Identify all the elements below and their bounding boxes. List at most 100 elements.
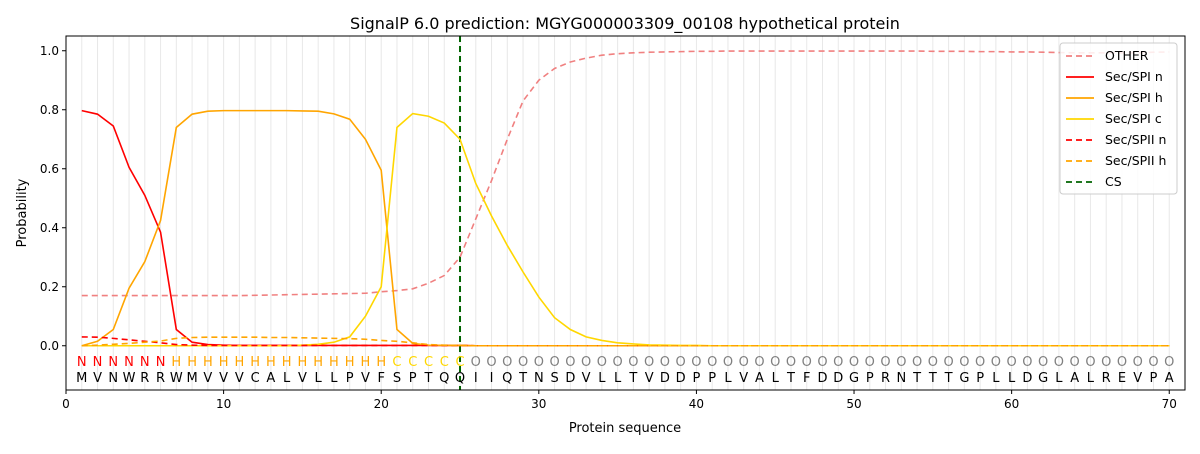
residue-label: D xyxy=(676,371,686,386)
residue-label: T xyxy=(928,371,937,386)
residue-label: M xyxy=(76,371,87,386)
residue-label: Q xyxy=(439,371,449,386)
residue-label: L xyxy=(614,371,622,386)
region-label: H xyxy=(187,355,197,370)
residue-label: L xyxy=(330,371,338,386)
residue-label: A xyxy=(1165,371,1174,386)
y-tick-label: 1.0 xyxy=(40,44,59,58)
residue-label: V xyxy=(298,371,307,386)
residue-label: V xyxy=(219,371,228,386)
region-label: O xyxy=(943,355,953,370)
residue-label: D xyxy=(833,371,843,386)
residue-label: L xyxy=(315,371,323,386)
x-axis-label: Protein sequence xyxy=(569,421,681,436)
grid-lines xyxy=(81,36,1170,390)
residue-label: C xyxy=(251,371,260,386)
residue-label: D xyxy=(565,371,575,386)
residue-label: R xyxy=(156,371,165,386)
residue-label: P xyxy=(1150,371,1158,386)
region-label: C xyxy=(440,355,449,370)
legend-label: Sec/SPII h xyxy=(1105,153,1166,168)
region-label: H xyxy=(171,355,181,370)
y-tick-label: 0.8 xyxy=(40,103,59,117)
residue-label: D xyxy=(1022,371,1032,386)
region-label: O xyxy=(817,355,827,370)
region-label: N xyxy=(77,355,87,370)
residue-label: D xyxy=(660,371,670,386)
region-label: O xyxy=(581,355,591,370)
y-tick-label: 0.2 xyxy=(40,280,59,294)
residue-label: P xyxy=(409,371,417,386)
residue-label: L xyxy=(283,371,291,386)
region-label: O xyxy=(1164,355,1174,370)
residue-label: N xyxy=(896,371,906,386)
residue-label: N xyxy=(108,371,118,386)
residue-label: L xyxy=(598,371,606,386)
region-label: N xyxy=(124,355,134,370)
region-label: O xyxy=(754,355,764,370)
legend-box xyxy=(1059,42,1178,195)
region-label: O xyxy=(991,355,1001,370)
region-label: O xyxy=(1117,355,1127,370)
region-label: H xyxy=(250,355,260,370)
region-label: O xyxy=(471,355,481,370)
region-label: O xyxy=(1133,355,1143,370)
region-label: O xyxy=(912,355,922,370)
region-label: O xyxy=(880,355,890,370)
residue-label: A xyxy=(266,371,275,386)
residue-label: T xyxy=(424,371,433,386)
residue-label: L xyxy=(1008,371,1016,386)
x-tick-label: 30 xyxy=(531,397,546,411)
residue-label: L xyxy=(1087,371,1095,386)
region-label: O xyxy=(1007,355,1017,370)
region-label: H xyxy=(203,355,213,370)
residue-label: S xyxy=(393,371,401,386)
residue-label: R xyxy=(140,371,149,386)
residue-label: G xyxy=(1038,371,1048,386)
region-label: N xyxy=(140,355,150,370)
region-label: O xyxy=(975,355,985,370)
region-label: H xyxy=(361,355,371,370)
residue-label: T xyxy=(518,371,527,386)
region-label: N xyxy=(156,355,166,370)
region-label: O xyxy=(676,355,686,370)
residue-label: T xyxy=(628,371,637,386)
residue-label: P xyxy=(346,371,354,386)
series-line-other xyxy=(81,50,1170,297)
region-label: O xyxy=(786,355,796,370)
region-label: O xyxy=(707,355,717,370)
residue-label: V xyxy=(203,371,212,386)
legend-label: CS xyxy=(1105,174,1122,189)
residue-label: V xyxy=(1133,371,1142,386)
region-label: O xyxy=(865,355,875,370)
y-tick-label: 0.6 xyxy=(40,162,59,176)
region-label: O xyxy=(660,355,670,370)
y-tick-label: 0.0 xyxy=(40,339,59,353)
region-label: O xyxy=(802,355,812,370)
chart-title: SignalP 6.0 prediction: MGYG000003309_00… xyxy=(350,14,900,34)
residue-label: P xyxy=(976,371,984,386)
region-label: H xyxy=(329,355,339,370)
residue-label: V xyxy=(93,371,102,386)
residue-label: T xyxy=(944,371,953,386)
region-label: H xyxy=(234,355,244,370)
region-label: N xyxy=(108,355,118,370)
residue-label: F xyxy=(803,371,810,386)
region-label: N xyxy=(93,355,103,370)
residue-label: F xyxy=(377,371,384,386)
x-tick-label: 0 xyxy=(62,397,70,411)
residue-label: P xyxy=(866,371,874,386)
region-label: O xyxy=(1101,355,1111,370)
region-label: O xyxy=(597,355,607,370)
region-label: H xyxy=(219,355,229,370)
residue-label: Q xyxy=(455,371,465,386)
legend-label: Sec/SPI n xyxy=(1105,69,1163,84)
region-label: O xyxy=(896,355,906,370)
residue-label: M xyxy=(186,371,197,386)
region-label: C xyxy=(408,355,417,370)
residue-label: N xyxy=(534,371,544,386)
region-label: O xyxy=(1085,355,1095,370)
region-label: O xyxy=(1022,355,1032,370)
